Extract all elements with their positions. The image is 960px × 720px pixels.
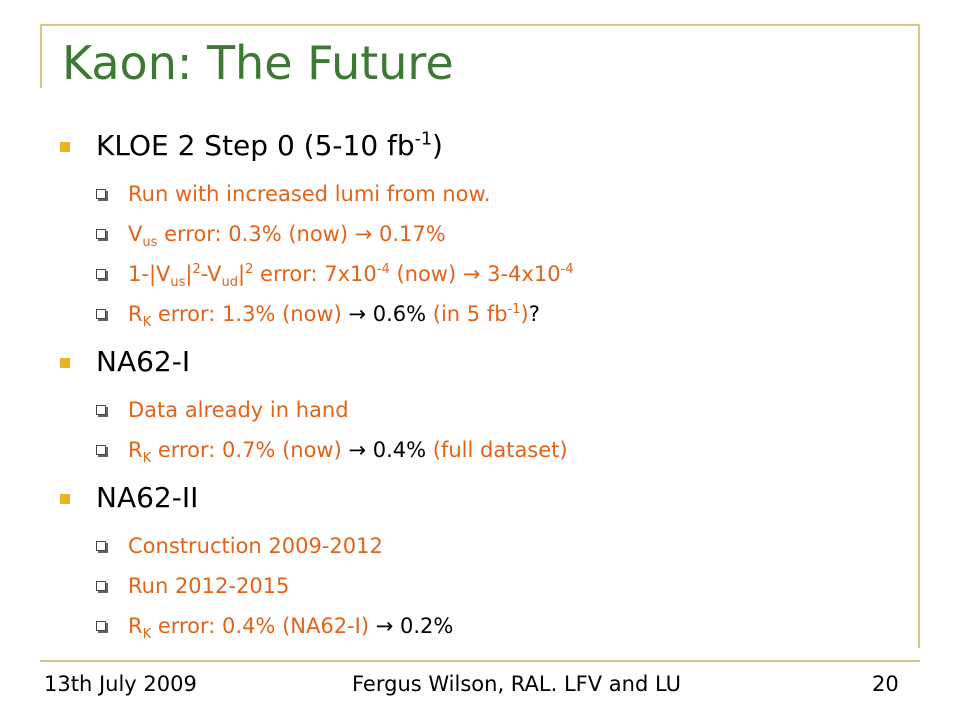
text-segment: ud bbox=[221, 275, 239, 291]
heading-text: NA62-II bbox=[96, 481, 199, 514]
bullet-item: Run 2012-2015 bbox=[60, 566, 910, 606]
square-bullet-icon bbox=[60, 358, 70, 368]
text-segment: 2 bbox=[245, 262, 254, 277]
text-segment: -1 bbox=[507, 302, 521, 317]
bullet-item-text: Construction 2009-2012 bbox=[128, 526, 383, 566]
bullet-item-text: Run 2012-2015 bbox=[128, 566, 289, 606]
text-segment: -4 bbox=[560, 262, 574, 277]
square-bullet-icon bbox=[60, 494, 70, 504]
text-segment: (in 5 fb bbox=[426, 302, 508, 326]
heading-text: KLOE 2 Step 0 (5-10 fb-1) bbox=[96, 129, 443, 162]
text-segment: Data already in hand bbox=[128, 398, 349, 422]
checkbox-bullet-icon bbox=[96, 229, 106, 239]
section-na62-i: NA62-I Data already in hand RK error: 0.… bbox=[60, 334, 910, 470]
slide-content: KLOE 2 Step 0 (5-10 fb-1) Run with incre… bbox=[60, 118, 910, 646]
checkbox-bullet-icon bbox=[96, 189, 106, 199]
checkbox-bullet-icon bbox=[96, 405, 106, 415]
text-segment: error: 0.7% (now) bbox=[151, 438, 349, 462]
bullet-item-text: 1-|Vus|2-Vud|2 error: 7x10-4 (now) → 3-4… bbox=[128, 254, 574, 294]
checkbox-bullet-icon bbox=[96, 541, 106, 551]
text-segment: → 0.4% bbox=[348, 438, 427, 462]
section-heading: NA62-II bbox=[60, 470, 910, 526]
frame-line-bottom bbox=[40, 660, 920, 662]
text-segment: R bbox=[128, 614, 143, 638]
text-segment: R bbox=[128, 438, 143, 462]
text-segment: (full dataset) bbox=[426, 438, 568, 462]
text-segment: us bbox=[170, 275, 186, 291]
page-number: 20 bbox=[872, 672, 899, 696]
bullet-item: Construction 2009-2012 bbox=[60, 526, 910, 566]
text-segment: → 0.6% bbox=[348, 302, 427, 326]
bullet-item: RK error: 1.3% (now) → 0.6% (in 5 fb-1)? bbox=[60, 294, 910, 334]
text-segment: ) bbox=[520, 302, 529, 326]
frame-line-top bbox=[40, 24, 920, 26]
bullet-item-text: RK error: 1.3% (now) → 0.6% (in 5 fb-1)? bbox=[128, 294, 540, 334]
text-segment: K bbox=[142, 627, 152, 643]
heading-text: NA62-I bbox=[96, 345, 191, 378]
bullet-item-text: RK error: 0.4% (NA62-I) → 0.2% bbox=[128, 606, 453, 646]
text-segment: error: 0.4% (NA62-I) bbox=[151, 614, 376, 638]
section-heading: NA62-I bbox=[60, 334, 910, 390]
text-segment: us bbox=[142, 235, 158, 251]
text-segment: (now) → 3-4x10 bbox=[389, 262, 561, 286]
bullet-item: 1-|Vus|2-Vud|2 error: 7x10-4 (now) → 3-4… bbox=[60, 254, 910, 294]
text-segment: 2 bbox=[192, 262, 201, 277]
text-segment: K bbox=[142, 315, 152, 331]
checkbox-bullet-icon bbox=[96, 269, 106, 279]
text-segment: V bbox=[128, 222, 143, 246]
section-na62-ii: NA62-II Construction 2009-2012 Run 2012-… bbox=[60, 470, 910, 646]
checkbox-bullet-icon bbox=[96, 309, 106, 319]
checkbox-bullet-icon bbox=[96, 621, 106, 631]
text-segment: 1-|V bbox=[128, 262, 171, 286]
bullet-item: Data already in hand bbox=[60, 390, 910, 430]
text-segment: error: 1.3% (now) bbox=[151, 302, 349, 326]
checkbox-bullet-icon bbox=[96, 445, 106, 455]
checkbox-bullet-icon bbox=[96, 581, 106, 591]
footer-author: Fergus Wilson, RAL. LFV and LU bbox=[352, 672, 681, 696]
bullet-item-text: Vus error: 0.3% (now) → 0.17% bbox=[128, 214, 446, 254]
square-bullet-icon bbox=[60, 142, 70, 152]
text-segment: | bbox=[238, 262, 246, 286]
text-segment: K bbox=[142, 451, 152, 467]
text-segment: Run 2012-2015 bbox=[128, 574, 290, 598]
section-heading: KLOE 2 Step 0 (5-10 fb-1) bbox=[60, 118, 910, 174]
bullet-item-text: Run with increased lumi from now. bbox=[128, 174, 490, 214]
bullet-item-text: RK error: 0.7% (now) → 0.4% (full datase… bbox=[128, 430, 568, 470]
bullet-item: Vus error: 0.3% (now) → 0.17% bbox=[60, 214, 910, 254]
text-segment: error: 7x10 bbox=[253, 262, 377, 286]
bullet-item: Run with increased lumi from now. bbox=[60, 174, 910, 214]
frame-line-right bbox=[918, 24, 920, 648]
frame-line-left bbox=[40, 24, 42, 88]
text-segment: ? bbox=[528, 302, 540, 326]
text-segment: R bbox=[128, 302, 143, 326]
slide-title: Kaon: The Future bbox=[62, 36, 454, 90]
text-segment: -V bbox=[200, 262, 222, 286]
text-segment: | bbox=[185, 262, 193, 286]
text-segment: -4 bbox=[376, 262, 390, 277]
text-segment: Run with increased lumi from now. bbox=[128, 182, 491, 206]
bullet-item-text: Data already in hand bbox=[128, 390, 349, 430]
section-kloe2: KLOE 2 Step 0 (5-10 fb-1) Run with incre… bbox=[60, 118, 910, 334]
bullet-item: RK error: 0.4% (NA62-I) → 0.2% bbox=[60, 606, 910, 646]
text-segment: Construction 2009-2012 bbox=[128, 534, 383, 558]
text-segment: → 0.2% bbox=[375, 614, 454, 638]
text-segment: error: 0.3% (now) → 0.17% bbox=[157, 222, 446, 246]
bullet-item: RK error: 0.7% (now) → 0.4% (full datase… bbox=[60, 430, 910, 470]
footer-date: 13th July 2009 bbox=[44, 672, 197, 696]
